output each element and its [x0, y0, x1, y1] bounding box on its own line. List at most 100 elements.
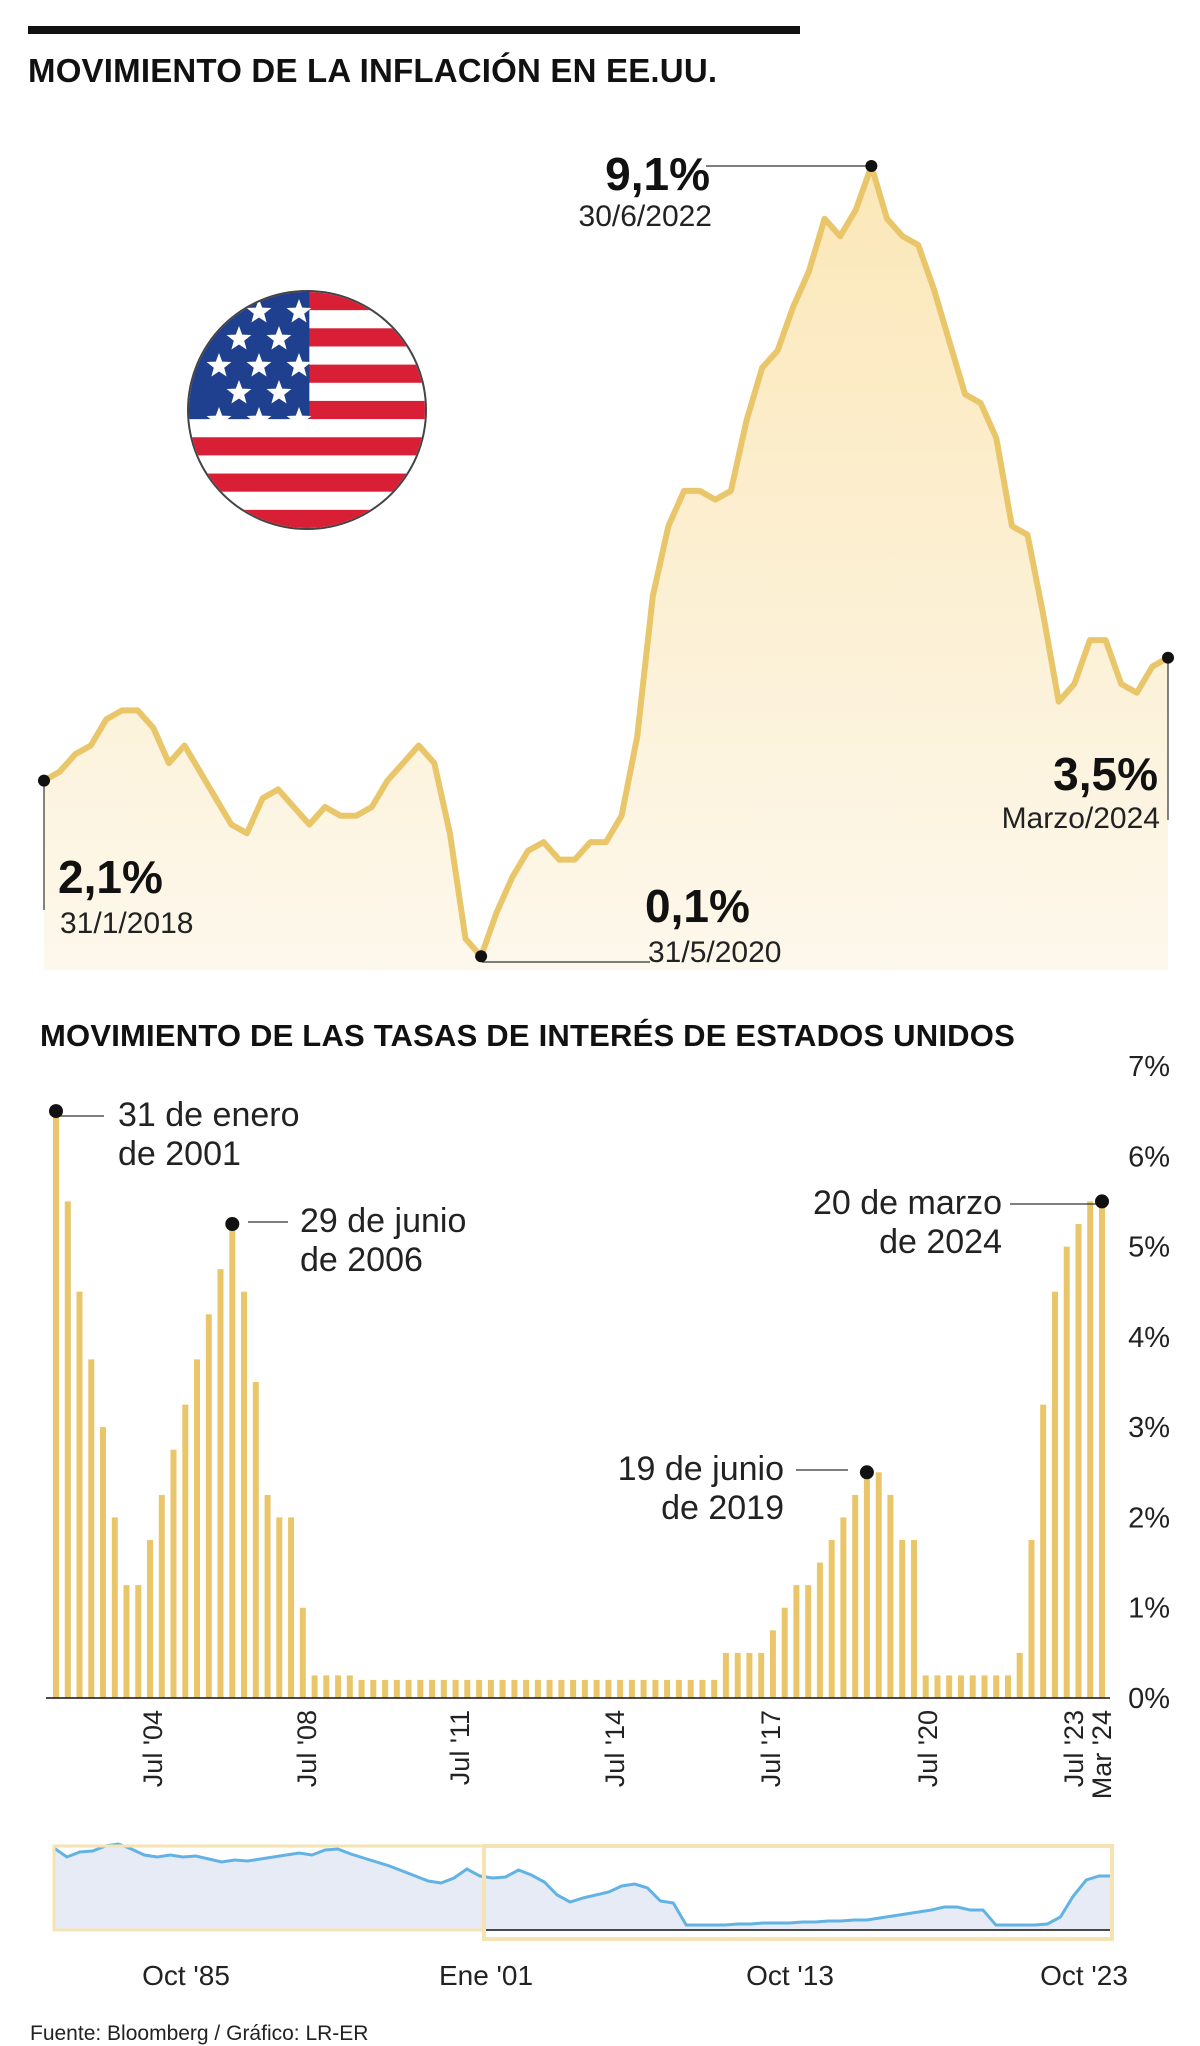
rate-bar — [393, 1679, 400, 1698]
x-tick-label: Jul '11 — [445, 1710, 475, 1785]
rate-bar — [899, 1540, 906, 1698]
rate-bar — [440, 1679, 447, 1698]
flag-star — [206, 353, 232, 377]
flag-star — [266, 380, 292, 404]
flag-star — [266, 326, 292, 350]
rate-bar — [382, 1679, 389, 1698]
flag-star — [246, 299, 272, 323]
y-tick-label: 0% — [1128, 1683, 1170, 1715]
rate-bar — [805, 1585, 812, 1698]
overview-tick-label: Oct '13 — [746, 1960, 834, 1991]
inflation-chart-title: MOVIMIENTO DE LA INFLACIÓN EN EE.UU. — [28, 52, 718, 89]
rate-bar — [135, 1585, 142, 1698]
rate-bar — [417, 1679, 424, 1698]
rate-bar — [758, 1652, 765, 1698]
rate-bar — [511, 1679, 518, 1698]
rate-bar — [993, 1675, 1000, 1698]
rate-bar — [675, 1679, 682, 1698]
rate-bar — [570, 1679, 577, 1698]
flag-star — [286, 299, 312, 323]
rates-bars — [53, 1111, 1105, 1698]
rate-bar — [76, 1291, 83, 1698]
value-min: 0,1% — [645, 880, 750, 932]
rate-bar — [816, 1562, 823, 1698]
point-min — [475, 950, 488, 963]
label-2019-line2: de 2019 — [661, 1489, 784, 1527]
rate-bar — [217, 1269, 224, 1698]
rate-bar — [1040, 1404, 1047, 1698]
rate-bar — [852, 1494, 859, 1698]
rate-bar — [617, 1679, 624, 1698]
rate-bar — [534, 1679, 541, 1698]
rate-bar — [793, 1585, 800, 1698]
overview-tick-label: Oct '23 — [1040, 1960, 1128, 1991]
rates-annotations: 31 de enero de 2001 29 de junio de 2006 … — [49, 1096, 1109, 1527]
rate-bar — [734, 1652, 741, 1698]
rate-bar — [370, 1679, 377, 1698]
rate-bar — [840, 1517, 847, 1698]
date-end: Marzo/2024 — [1002, 802, 1160, 835]
rate-bar — [828, 1540, 835, 1698]
rate-bar — [53, 1111, 59, 1698]
rate-bar — [781, 1607, 788, 1698]
rate-bar — [746, 1652, 753, 1698]
y-tick-label: 5% — [1128, 1232, 1170, 1264]
rate-bar — [946, 1675, 953, 1698]
flag-star — [246, 407, 272, 431]
overview-selected-window[interactable] — [482, 1844, 1114, 1941]
rate-bar — [875, 1472, 882, 1698]
rate-bar — [499, 1679, 506, 1698]
rate-bar — [429, 1679, 436, 1698]
rate-bar — [1005, 1675, 1011, 1698]
rate-bar — [628, 1679, 635, 1698]
rate-bar — [1063, 1246, 1070, 1698]
rate-bar — [958, 1675, 964, 1698]
inflation-area — [44, 166, 1168, 970]
rate-bar — [264, 1494, 271, 1698]
rate-bar — [100, 1427, 106, 1698]
rate-bar — [1052, 1291, 1058, 1698]
flag-star — [286, 407, 312, 431]
rate-bar — [147, 1540, 153, 1698]
rate-bar — [194, 1359, 200, 1698]
rate-bar — [1075, 1224, 1082, 1698]
date-min: 31/5/2020 — [648, 936, 781, 969]
rate-bar — [405, 1679, 412, 1698]
rate-bar — [911, 1540, 917, 1698]
rate-bar — [969, 1675, 976, 1698]
overview-line — [53, 1842, 1112, 1927]
rate-bar — [464, 1679, 471, 1698]
x-tick-label: Jul '17 — [756, 1710, 786, 1787]
rate-bar — [605, 1679, 612, 1698]
rate-bar — [769, 1630, 776, 1698]
rate-bar — [652, 1679, 659, 1698]
label-2001-line1: 31 de enero — [118, 1096, 300, 1134]
rate-bar — [922, 1675, 929, 1698]
rate-bar — [299, 1607, 306, 1698]
overview-navigator[interactable]: Oct '85 Ene '01 Oct '13 Oct '23 — [52, 1842, 1128, 1991]
point-2019 — [859, 1465, 874, 1480]
rate-bar — [687, 1679, 694, 1698]
rate-bar — [711, 1679, 718, 1698]
inflation-annotations: 2,1% 31/1/2018 0,1% 31/5/2020 9,1% 30/6/… — [38, 148, 1174, 969]
rates-chart-title: MOVIMIENTO DE LAS TASAS DE INTERÉS DE ES… — [40, 1018, 1015, 1053]
date-max: 30/6/2022 — [579, 200, 712, 233]
point-start — [38, 774, 50, 787]
rate-bar — [558, 1679, 565, 1698]
flag-star — [286, 353, 312, 377]
rate-bar — [452, 1679, 459, 1698]
rate-bar — [111, 1517, 118, 1698]
y-tick-label: 1% — [1128, 1593, 1170, 1625]
overview-tick-label: Oct '85 — [142, 1960, 230, 1991]
rate-bar — [241, 1291, 247, 1698]
x-tick-label: Jul '08 — [292, 1710, 322, 1787]
rates-x-axis: Jul '04 Jul '08 Jul '11 Jul '14 Jul '17 Jul '… — [138, 1710, 1117, 1799]
rate-bar — [323, 1675, 330, 1698]
overview-x-axis: Oct '85 Ene '01 Oct '13 Oct '23 — [142, 1960, 1128, 1991]
value-start: 2,1% — [58, 851, 163, 903]
rate-bar — [546, 1679, 553, 1698]
flag-star — [246, 353, 272, 377]
rate-bar — [593, 1679, 600, 1698]
point-max — [865, 160, 878, 172]
x-tick-label: Jul '14 — [600, 1710, 630, 1787]
